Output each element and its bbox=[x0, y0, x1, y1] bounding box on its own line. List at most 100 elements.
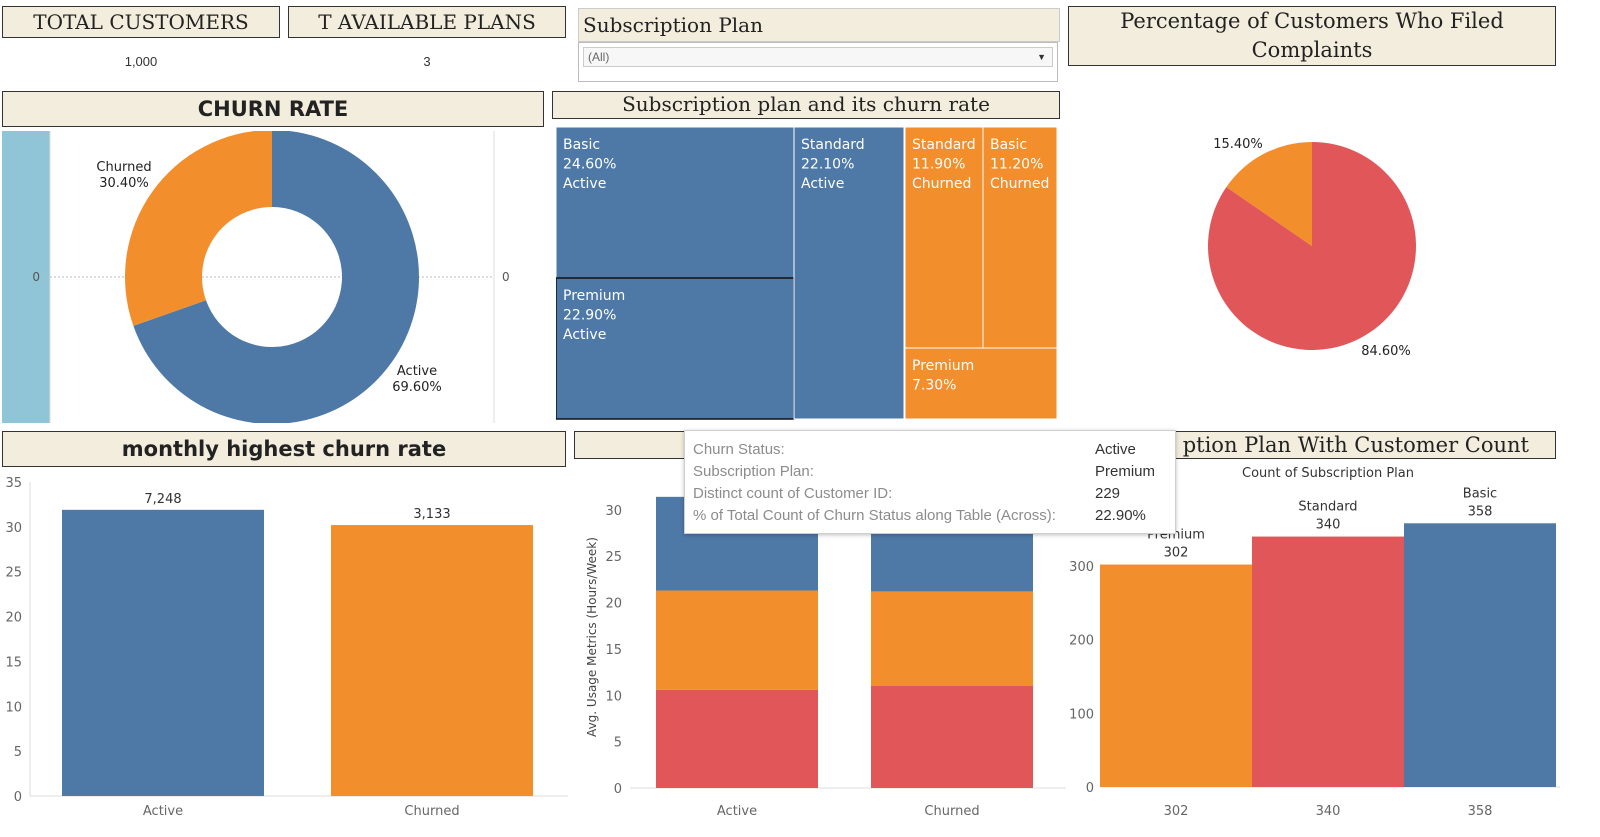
dropdown-selected-value: (All) bbox=[588, 50, 610, 64]
kpi-total-customers-header: TOTAL CUSTOMERS bbox=[2, 6, 280, 38]
treemap-title: Subscription plan and its churn rate bbox=[622, 92, 990, 116]
x-tick-label: Churned bbox=[924, 804, 979, 819]
kpi-available-plans-label: T AVAILABLE PLANS bbox=[318, 10, 536, 34]
y-tick-label: 25 bbox=[5, 566, 22, 581]
y-tick-label: 300 bbox=[1069, 560, 1094, 575]
tooltip-row: Churn Status: Active bbox=[693, 439, 1167, 461]
y-tick-label: 100 bbox=[1069, 707, 1094, 722]
chevron-down-icon[interactable]: ▼ bbox=[1037, 52, 1046, 62]
treemap-cell-label: Basic bbox=[563, 137, 600, 153]
treemap-cell-label: 11.90% bbox=[912, 157, 965, 173]
stack-segment-churned[interactable] bbox=[871, 591, 1033, 686]
tooltip-row: Distinct count of Customer ID: 229 bbox=[693, 483, 1167, 505]
x-tick-label: Churned bbox=[404, 804, 459, 819]
bar-basic[interactable] bbox=[1404, 523, 1556, 787]
y-tick-label: 0 bbox=[614, 782, 622, 797]
donut-slice-active[interactable] bbox=[133, 131, 419, 423]
treemap-cell-label: Premium bbox=[563, 288, 625, 304]
y-tick-label: 20 bbox=[605, 597, 622, 612]
y-tick-label: 5 bbox=[614, 736, 622, 751]
x-tick-label: Active bbox=[717, 804, 757, 819]
subscription-plan-dropdown[interactable]: (All) ▼ bbox=[583, 47, 1053, 67]
y-tick-label: 10 bbox=[5, 700, 22, 715]
bar-data-label: 302 bbox=[1164, 546, 1189, 561]
slice-percent: 15.40% bbox=[1213, 137, 1263, 152]
plan-count-bar-chart: Count of Subscription Plan 0 100 200 300 Prem… bbox=[1069, 466, 1560, 819]
tooltip-key: Churn Status: bbox=[693, 441, 785, 458]
treemap-cell-label: Standard bbox=[912, 137, 976, 153]
pie-slice-1[interactable] bbox=[1226, 142, 1312, 246]
y-tick-label: 200 bbox=[1069, 634, 1094, 649]
treemap-cell-label: Active bbox=[563, 176, 606, 192]
plan-count-title: ption Plan With Customer Count bbox=[1182, 433, 1529, 457]
y-tick-label: 35 bbox=[5, 476, 22, 491]
treemap-cell-label: Active bbox=[801, 176, 844, 192]
monthly-bar-chart: 0 5 10 15 20 25 30 35 7,248 Active 3,133 Churned bbox=[5, 476, 568, 819]
tooltip-row: % of Total Count of Churn Status along T… bbox=[693, 505, 1167, 527]
kpi-available-plans-header: T AVAILABLE PLANS bbox=[288, 6, 566, 38]
y-tick-label: 0 bbox=[502, 270, 510, 284]
x-tick-label: 358 bbox=[1468, 804, 1493, 819]
complaints-header: Percentage of Customers Who Filed Compla… bbox=[1068, 6, 1556, 66]
tooltip-key: % of Total Count of Churn Status along T… bbox=[693, 507, 1056, 524]
stack-segment-churned[interactable] bbox=[871, 686, 1033, 788]
stack-segment-active[interactable] bbox=[656, 590, 818, 690]
usage-header bbox=[574, 431, 694, 459]
complaints-title: Percentage of Customers Who Filed Compla… bbox=[1120, 9, 1504, 62]
plan-count-header: ption Plan With Customer Count bbox=[1100, 431, 1556, 459]
monthly-title: monthly highest churn rate bbox=[121, 437, 447, 461]
donut-slice-churned[interactable] bbox=[125, 131, 272, 326]
slice-percent: 69.60% bbox=[392, 380, 442, 395]
complaints-pie-chart: 84.60% 15.40% bbox=[1208, 137, 1416, 359]
treemap-cell-label: 22.10% bbox=[801, 157, 854, 173]
x-tick-label: 340 bbox=[1316, 804, 1341, 819]
bar-premium[interactable] bbox=[1100, 564, 1252, 787]
hover-tooltip: Churn Status: Active Subscription Plan: Pre… bbox=[684, 430, 1176, 534]
bar-data-label: 3,133 bbox=[413, 507, 450, 522]
y-tick-label: 0 bbox=[14, 790, 22, 805]
treemap-cell-label: 24.60% bbox=[563, 157, 616, 173]
y-tick-label: 30 bbox=[5, 521, 22, 536]
usage-stacked-bar-chart: 0 5 10 15 20 25 30 Avg. Usage Metrics (Hours/We… bbox=[585, 496, 1066, 819]
slice-label: Churned bbox=[96, 160, 151, 175]
tooltip-value: Premium bbox=[1095, 463, 1156, 480]
x-tick-label: Active bbox=[143, 804, 183, 819]
tooltip-key: Subscription Plan: bbox=[693, 463, 814, 480]
slice-percent: 30.40% bbox=[99, 176, 149, 191]
treemap-cell-basic-churned[interactable] bbox=[982, 127, 1058, 349]
plan-treemap-chart: Basic 24.60% Active Premium 22.90% Active Stan… bbox=[556, 127, 1058, 420]
bar-churned[interactable] bbox=[331, 525, 533, 796]
filter-title: Subscription Plan bbox=[578, 8, 1060, 42]
y-axis-label: Avg. Usage Metrics (Hours/Week) bbox=[585, 537, 599, 737]
treemap-cell-standard-active[interactable] bbox=[793, 127, 905, 420]
stack-segment-active[interactable] bbox=[656, 689, 818, 788]
bar-plan-label: Basic bbox=[1463, 486, 1497, 501]
kpi-total-customers-value: 1,000 bbox=[124, 54, 158, 69]
monthly-header: monthly highest churn rate bbox=[2, 431, 566, 467]
tooltip-key: Distinct count of Customer ID: bbox=[693, 485, 893, 502]
bar-plan-label: Standard bbox=[1298, 500, 1357, 515]
tooltip-value: Active bbox=[1095, 441, 1136, 458]
y-tick-label: 5 bbox=[14, 745, 22, 760]
bar-data-label: 340 bbox=[1316, 518, 1341, 533]
treemap-cell-label: Basic bbox=[990, 137, 1027, 153]
kpi-available-plans-value: 3 bbox=[423, 54, 431, 69]
tooltip-value: 229 bbox=[1095, 485, 1121, 502]
bar-standard[interactable] bbox=[1252, 536, 1404, 787]
bar-data-label: 7,248 bbox=[144, 492, 181, 507]
kpi-total-customers-label: TOTAL CUSTOMERS bbox=[33, 10, 249, 34]
treemap-cell-premium-churned[interactable] bbox=[904, 347, 1058, 420]
y-tick-label: 15 bbox=[5, 655, 22, 670]
churn-rate-header: CHURN RATE bbox=[2, 91, 544, 127]
treemap-cell-label: Active bbox=[563, 327, 606, 343]
treemap-cell-label: 7.30% bbox=[912, 378, 956, 394]
y-tick-label: 0 bbox=[32, 270, 40, 284]
y-tick-label: 15 bbox=[605, 643, 622, 658]
chart-subtitle: Count of Subscription Plan bbox=[1242, 466, 1414, 481]
churn-rate-title: CHURN RATE bbox=[197, 97, 349, 121]
treemap-cell-label: Standard bbox=[801, 137, 865, 153]
bar-active[interactable] bbox=[62, 509, 264, 796]
filter-panel: (All) ▼ bbox=[578, 42, 1058, 82]
treemap-cell-label: Churned bbox=[990, 176, 1049, 192]
